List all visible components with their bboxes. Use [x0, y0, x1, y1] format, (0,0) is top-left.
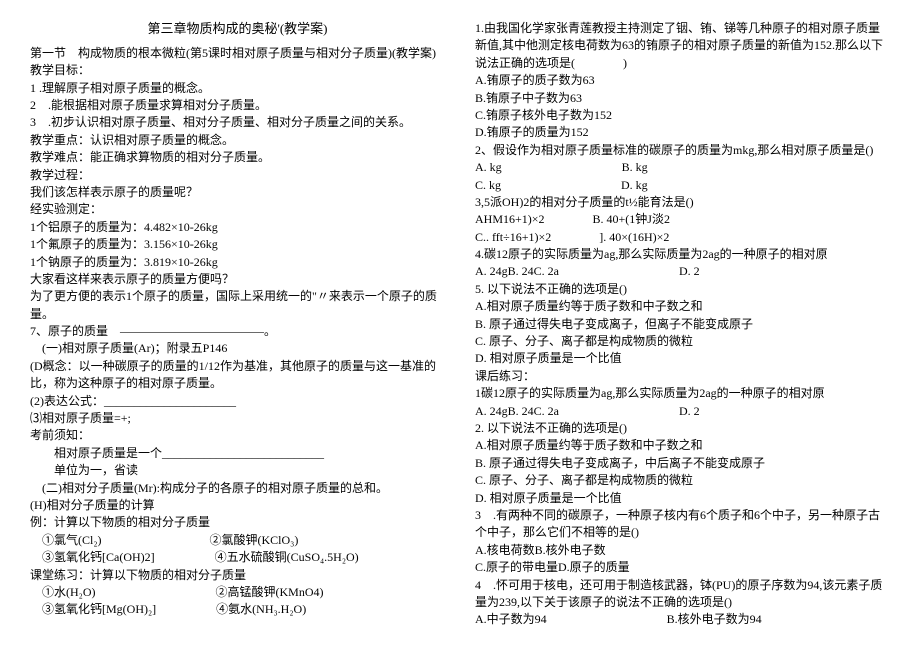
text-line: AHM16+1)×2 B. 40+(1钟J淡2 [475, 211, 890, 228]
text-line: B.铕原子中子数为63 [475, 90, 890, 107]
text-line: 4.碳12原子的实际质量为ag,那么实际质量为2ag的一种原子的相对原 [475, 246, 890, 263]
text-line: B. 原子通过得失电子变成离子，但离子不能变成原子 [475, 316, 890, 333]
text-line: A.相对原子质量约等于质子数和中子数之和 [475, 437, 890, 454]
text-line: 5. 以下说法不正确的选项是() [475, 281, 890, 298]
text-line: D. 相对原子质量是一个比值 [475, 490, 890, 507]
text-line: (H)相对分子质量的计算 [30, 497, 445, 514]
text-line: 2. 以下说法不正确的选项是() [475, 420, 890, 437]
text-line: 3 .初步认识相对原子质量、相对分子质量、相对分子质量之间的关系。 [30, 114, 445, 131]
text-line: 1个铝原子的质量为：4.482×10-26kg [30, 219, 445, 236]
text-line: ①氯气(Cl₂) ②氯酸钾(KClO₃) [30, 532, 445, 549]
text-line: 教学重点：认识相对原子质量的概念。 [30, 132, 445, 149]
text-line: 单位为一，省读 [30, 462, 445, 479]
text-line: 相对原子质量是一个___________________________ [30, 445, 445, 462]
text-line: B. 原子通过得失电子变成离子，中后离子不能变成原子 [475, 455, 890, 472]
text-line: C. kg D. kg [475, 177, 890, 194]
text-line: 1 .理解原子相对原子质量的概念。 [30, 80, 445, 97]
text-line: D.铕原子的质量为152 [475, 124, 890, 141]
text-line: 4 .怀可用于核电，还可用于制造核武器，钵(PU)的原子序数为94,该元素子质量… [475, 577, 890, 612]
text-line: 教学难点：能正确求算物质的相对分子质量。 [30, 149, 445, 166]
text-line: 1.由我国化学家张青莲教授主持测定了铟、铕、锑等几种原子的相对原子质量新值,其中… [475, 20, 890, 72]
text-line: C.铕原子核外电子数为152 [475, 107, 890, 124]
text-line: 第一节 构成物质的根本微粒(第5课时相对原子质量与相对分子质量)(教学案) [30, 45, 445, 62]
text-line: 课堂练习：计算以下物质的相对分子质量 [30, 567, 445, 584]
text-line: 1碳12原子的实际质量为ag,那么实际质量为2ag的一种原子的相对原 [475, 385, 890, 402]
text-line: ①水(H₂O) ②高锰酸钾(KMnO4) [30, 584, 445, 601]
text-line: A. 24gB. 24C. 2a D. 2 [475, 403, 890, 420]
text-line: D. 相对原子质量是一个比值 [475, 350, 890, 367]
text-line: 2、假设作为相对原子质量标准的碳原子的质量为mkg,那么相对原子质量是() [475, 142, 890, 159]
document-body: 第一节 构成物质的根本微粒(第5课时相对原子质量与相对分子质量)(教学案)教学目… [30, 20, 920, 631]
text-line: 经实验测定： [30, 201, 445, 218]
text-line: A. kg B. kg [475, 159, 890, 176]
text-line: (二)相对分子质量(Mr):构成分子的各原子的相对原子质量的总和。 [30, 480, 445, 497]
document-title: 第三章物质构成的奥秘'(教学案) [30, 20, 445, 39]
text-line: C. 原子、分子、离子都是构成物质的微粒 [475, 472, 890, 489]
text-line: 3,5派OH)2的相对分子质量的t½能育法是() [475, 194, 890, 211]
text-line: 大家看这样来表示原子的质量方便吗？ [30, 271, 445, 288]
text-line: C. 原子、分子、离子都是构成物质的微粒 [475, 333, 890, 350]
text-line: 课后练习： [475, 368, 890, 385]
text-line: 考前须知： [30, 427, 445, 444]
text-line: (2)表达公式：______________________ [30, 393, 445, 410]
text-line: A.核电荷数B.核外电子数 [475, 542, 890, 559]
text-line: A.中子数为94 B.核外电子数为94 [475, 611, 890, 628]
text-line: 我们该怎样表示原子的质量呢？ [30, 184, 445, 201]
text-line: 为了更方便的表示1个原子的质量，国际上采用统一的"〃来表示一个原子的质量。 [30, 288, 445, 323]
text-line: ③氢氧化钙[Ca(OH)2] ④五水硫酸铜(CuSO₄.5H₂O) [30, 549, 445, 566]
text-line: 教学目标： [30, 62, 445, 79]
text-line: ③氢氧化钙[Mg(OH)₂] ④氨水(NH₃.H₂O) [30, 601, 445, 618]
text-line: 2 .能根据相对原子质量求算相对分子质量。 [30, 97, 445, 114]
text-line: C.原子的带电量D.原子的质量 [475, 559, 890, 576]
text-line: 例：计算以下物质的相对分子质量 [30, 514, 445, 531]
text-line: 教学过程： [30, 167, 445, 184]
text-line: A.相对原子质量约等于质子数和中子数之和 [475, 298, 890, 315]
text-line: 7、原子的质量 ————————————。 [30, 323, 445, 340]
text-line: 3 .有两种不同的碳原子，一种原子核内有6个质子和6个中子，另一种原子古个中子，… [475, 507, 890, 542]
text-line: ⑶相对原子质量=+; [30, 410, 445, 427]
text-line: (D概念：以一种碳原子的质量的1/12作为基准，其他原子的质量与这一基准的比，称… [30, 358, 445, 393]
text-line: 1个氟原子的质量为：3.156×10-26kg [30, 236, 445, 253]
text-line: A. 24gB. 24C. 2a D. 2 [475, 263, 890, 280]
text-line: A.铕原子的质子数为63 [475, 72, 890, 89]
text-line: C.. fft÷16+1)×2 ]. 40×(16H)×2 [475, 229, 890, 246]
text-line: (一)相对原子质量(Ar)；附录五P146 [30, 340, 445, 357]
text-line: 1个钠原子的质量为：3.819×10-26kg [30, 254, 445, 271]
